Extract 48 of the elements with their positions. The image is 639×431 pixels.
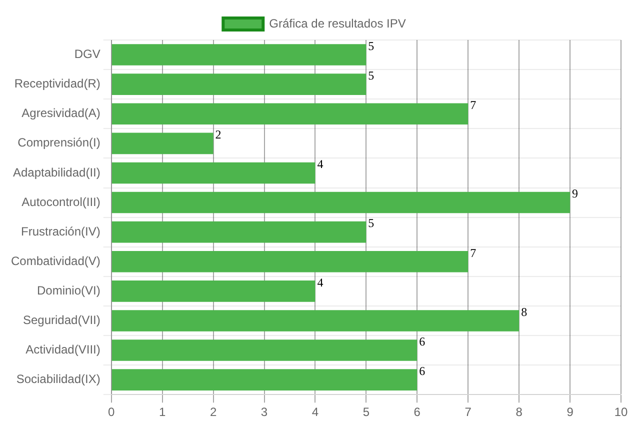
y-tick-label: Autocontrol(III) xyxy=(22,194,100,209)
y-tick-label: Adaptabilidad(II) xyxy=(12,165,100,180)
y-tick-label: Frustración(IV) xyxy=(21,224,100,238)
bar xyxy=(112,44,366,66)
x-tick-label: 8 xyxy=(516,405,523,420)
data-label: 7 xyxy=(470,98,476,112)
bar xyxy=(112,132,214,154)
y-tick-label: Seguridad(VII) xyxy=(22,313,100,328)
bar xyxy=(112,162,316,184)
x-tick-label: 9 xyxy=(566,405,574,420)
bar xyxy=(112,369,418,390)
x-tick-label: 5 xyxy=(362,405,370,420)
data-label: 9 xyxy=(572,186,578,201)
data-label: 2 xyxy=(215,128,222,142)
bar xyxy=(112,310,520,332)
x-tick-label: 10 xyxy=(614,405,628,420)
y-tick-label: Comprensión(I) xyxy=(18,136,100,150)
x-tick-label: 7 xyxy=(464,405,472,420)
bar xyxy=(112,250,468,272)
data-label: 8 xyxy=(521,304,528,319)
legend-label: Gráfica de resultados IPV xyxy=(269,16,406,30)
bar xyxy=(112,221,366,243)
data-label: 4 xyxy=(317,275,324,290)
x-tick-label: 1 xyxy=(158,405,166,420)
x-tick-label: 2 xyxy=(210,405,217,420)
bar xyxy=(112,192,570,214)
x-tick-label: 0 xyxy=(108,405,116,420)
y-tick-label: Dominio(VI) xyxy=(37,283,100,298)
y-tick-label: Receptividad(R) xyxy=(14,76,100,91)
y-tick-label: Combatividad(V) xyxy=(10,254,100,268)
y-tick-label: DGV xyxy=(74,47,100,62)
data-label: 5 xyxy=(368,38,374,53)
data-label: 7 xyxy=(470,246,476,260)
bar xyxy=(112,340,418,361)
y-tick-label: Sociabilidad(IX) xyxy=(16,372,100,386)
bar xyxy=(112,74,366,95)
x-tick-label: 6 xyxy=(414,405,421,420)
data-label: 5 xyxy=(368,216,374,230)
bar xyxy=(112,103,468,125)
data-label: 6 xyxy=(419,364,426,378)
y-tick-label: Agresividad(A) xyxy=(22,106,100,120)
data-label: 4 xyxy=(317,157,324,172)
bar xyxy=(112,280,316,302)
data-label: 6 xyxy=(419,334,426,348)
x-tick-label: 3 xyxy=(260,405,268,420)
y-tick-label: Actividad(VIII) xyxy=(26,342,100,357)
x-tick-label: 4 xyxy=(312,405,319,420)
data-label: 5 xyxy=(368,68,374,82)
